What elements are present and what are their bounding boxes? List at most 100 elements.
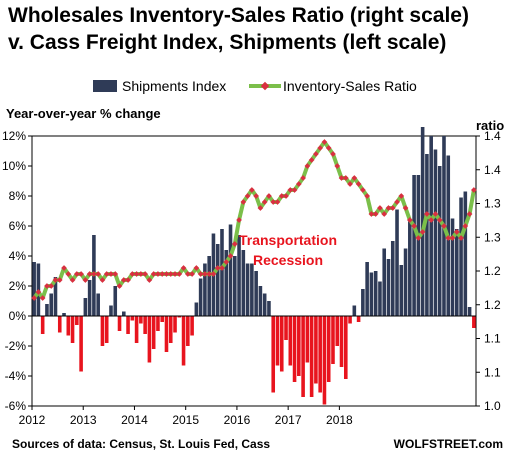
ratio-point [253, 193, 259, 199]
bar-shipments [113, 286, 118, 316]
ratio-point [112, 271, 119, 277]
ratio-point [180, 265, 187, 271]
bar-shipments [408, 221, 412, 316]
bar-shipments [403, 248, 408, 316]
bar-shipments [459, 197, 463, 316]
bar-shipments [198, 278, 203, 316]
ratio-point [240, 199, 247, 205]
ratio-point [441, 223, 447, 229]
line-series-ratio [31, 139, 477, 301]
ratio-point [445, 235, 452, 241]
bar-shipments [390, 241, 395, 316]
bar-shipments [75, 316, 79, 325]
ratio-point [389, 205, 396, 211]
bar-shipments [100, 316, 105, 346]
bar-shipments [305, 316, 310, 363]
y-right-tick-label: 1.3 [484, 230, 501, 244]
y-axis-right: 1.0 1.1 1.1 1.2 1.2 1.3 1.3 1.4 1.4 [476, 129, 501, 413]
bar-shipments [463, 191, 468, 316]
ratio-point [138, 271, 144, 277]
ratio-point [176, 271, 183, 277]
ratio-point [249, 187, 255, 193]
x-tick-label: 2015 [172, 413, 199, 427]
ratio-point [368, 211, 375, 217]
ratio-point [471, 187, 477, 193]
ratio-point [236, 217, 242, 223]
ratio-point [436, 217, 443, 223]
ratio-point [300, 175, 306, 181]
ratio-point [372, 211, 379, 217]
bar-shipments [109, 305, 113, 316]
ratio-point [291, 187, 298, 193]
bar-shipments [45, 304, 49, 316]
y-right-tick-label: 1.3 [484, 197, 501, 211]
bar-shipments [139, 316, 143, 324]
ratio-point [321, 139, 328, 145]
ratio-point [210, 271, 217, 277]
y-right-tick-label: 1.4 [484, 129, 501, 143]
ratio-point [355, 181, 362, 187]
ratio-point [342, 175, 349, 181]
ratio-point [313, 151, 319, 157]
bar-shipments [429, 136, 433, 316]
ratio-point [163, 271, 170, 277]
bar-shipments [412, 175, 416, 316]
ratio-point [385, 205, 392, 211]
bar-shipments [314, 316, 318, 384]
ratio-point [82, 277, 89, 283]
ratio-point [142, 271, 148, 277]
brand-label: WOLFSTREET.com [394, 437, 503, 451]
bar-shipments [399, 265, 404, 316]
ratio-point [120, 277, 127, 283]
ratio-point [223, 259, 230, 265]
bar-shipments [87, 280, 92, 316]
ratio-point [108, 271, 114, 277]
y-right-tick-label: 1.1 [484, 332, 501, 346]
bar-shipments [292, 316, 297, 382]
ratio-point [167, 271, 174, 277]
ratio-point [206, 271, 212, 277]
ratio-point [466, 211, 473, 217]
x-tick-label: 2013 [70, 413, 97, 427]
y-left-tick-label: -4% [5, 369, 27, 383]
annotation-line2: Recession [253, 252, 323, 268]
legend-swatch-shipments [93, 80, 117, 92]
bar-shipments [228, 224, 233, 316]
bar-shipments [53, 277, 58, 316]
ratio-point [65, 271, 72, 277]
bar-shipments [203, 263, 207, 316]
y-right-tick-label: 1.2 [484, 298, 501, 312]
bar-shipments [288, 316, 293, 366]
ratio-point [308, 157, 315, 163]
bar-shipments [96, 293, 100, 316]
ratio-point [330, 151, 336, 157]
ratio-point [244, 193, 251, 199]
bar-shipments [147, 316, 152, 363]
bar-shipments [186, 316, 190, 346]
ratio-point [432, 211, 439, 217]
bar-shipments [326, 316, 331, 382]
ratio-point [219, 265, 225, 271]
ratio-point [270, 199, 277, 205]
ratio-point [424, 211, 430, 217]
bar-shipments [420, 127, 425, 316]
ratio-point [381, 211, 388, 217]
ratio-point [257, 205, 264, 211]
ratio-point [296, 181, 302, 187]
ratio-point [334, 163, 341, 169]
bar-shipments [356, 316, 361, 322]
ratio-point [453, 229, 460, 235]
bar-shipments [279, 316, 284, 372]
bar-shipments [164, 316, 169, 352]
ratio-point [197, 271, 204, 277]
ratio-point [261, 199, 268, 205]
ratio-point [86, 271, 93, 277]
bar-shipments [339, 316, 344, 367]
bar-shipments [215, 244, 220, 316]
ratio-point [266, 193, 272, 199]
ratio-point [172, 271, 178, 277]
ratio-point [189, 271, 195, 277]
ratio-point [227, 253, 234, 259]
y-left-tick-label: 10% [2, 159, 26, 173]
y-left-tick-label: 8% [9, 189, 27, 203]
